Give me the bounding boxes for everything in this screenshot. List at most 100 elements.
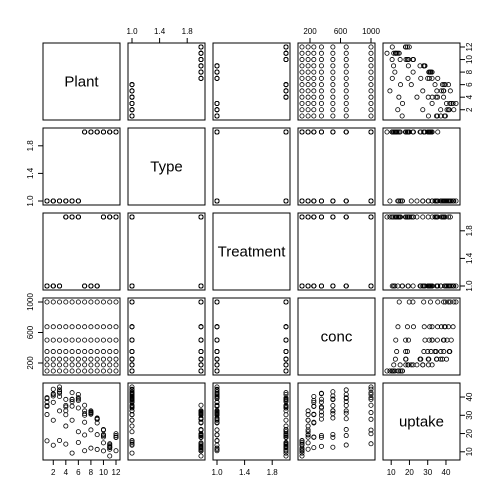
point-conc-vs-uptake xyxy=(450,324,456,330)
point-uptake-vs-treatment xyxy=(283,433,289,439)
point-uptake-vs-conc xyxy=(343,427,349,433)
point-plant-vs-treatment xyxy=(214,107,220,113)
point-uptake-vs-conc xyxy=(330,396,336,402)
point-plant-vs-conc xyxy=(368,75,374,81)
point-conc-vs-plant xyxy=(82,362,88,368)
panel-frame-conc-vs-conc xyxy=(297,297,376,376)
y-tick-label-conc: 1000 xyxy=(26,293,35,311)
point-plant-vs-conc xyxy=(305,44,311,50)
point-uptake-vs-plant xyxy=(75,398,81,404)
point-uptake-vs-treatment xyxy=(214,384,220,390)
point-plant-vs-uptake xyxy=(396,50,402,56)
y-tick-label-conc: 200 xyxy=(26,356,35,370)
x-tick-label-conc: 200 xyxy=(303,27,317,36)
point-uptake-vs-conc xyxy=(330,415,336,421)
panel-frame-type-vs-type xyxy=(127,127,206,206)
point-uptake-vs-conc xyxy=(318,416,324,422)
point-uptake-vs-plant xyxy=(69,450,75,456)
point-plant-vs-treatment xyxy=(214,100,220,106)
point-type-vs-uptake xyxy=(432,198,438,204)
point-uptake-vs-type xyxy=(129,390,135,396)
point-plant-vs-treatment xyxy=(214,69,220,75)
panel-frame-treatment-vs-treatment xyxy=(212,212,291,291)
point-conc-vs-uptake xyxy=(397,362,403,368)
point-plant-vs-uptake xyxy=(396,94,402,100)
point-conc-vs-uptake xyxy=(441,299,447,305)
x-tick-label-uptake: 10 xyxy=(387,468,396,477)
point-conc-vs-uptake xyxy=(427,324,433,330)
point-type-vs-conc xyxy=(305,129,311,135)
point-uptake-vs-conc xyxy=(330,389,336,395)
point-plant-vs-conc xyxy=(368,63,374,69)
point-conc-vs-plant xyxy=(75,362,81,368)
point-uptake-vs-conc xyxy=(311,398,317,404)
point-conc-vs-uptake xyxy=(405,362,411,368)
point-type-vs-treatment xyxy=(214,198,220,204)
point-plant-vs-conc xyxy=(305,69,311,75)
point-treatment-vs-uptake xyxy=(450,283,456,289)
point-treatment-vs-uptake xyxy=(448,283,454,289)
point-conc-vs-uptake xyxy=(453,299,459,305)
point-plant-vs-conc xyxy=(318,63,324,69)
point-uptake-vs-treatment xyxy=(283,412,289,418)
point-conc-vs-uptake xyxy=(439,356,445,362)
point-uptake-vs-plant xyxy=(75,429,81,435)
point-conc-vs-uptake xyxy=(410,362,416,368)
point-conc-vs-plant xyxy=(50,362,56,368)
point-conc-vs-plant xyxy=(75,356,81,362)
point-conc-vs-treatment xyxy=(283,356,289,362)
point-plant-vs-treatment xyxy=(283,88,289,94)
point-conc-vs-plant xyxy=(107,324,113,330)
point-type-vs-uptake xyxy=(393,129,399,135)
point-plant-vs-conc xyxy=(305,107,311,113)
point-plant-vs-uptake xyxy=(439,82,445,88)
point-uptake-vs-type xyxy=(198,402,204,408)
point-treatment-vs-uptake xyxy=(435,283,441,289)
point-type-vs-uptake xyxy=(406,129,412,135)
point-uptake-vs-type xyxy=(198,448,204,454)
point-conc-vs-plant xyxy=(57,356,63,362)
point-type-vs-conc xyxy=(330,129,336,135)
point-conc-vs-plant xyxy=(94,337,100,343)
point-uptake-vs-plant xyxy=(63,412,69,418)
point-plant-vs-uptake xyxy=(421,63,427,69)
point-uptake-vs-treatment xyxy=(214,387,220,393)
point-plant-vs-conc xyxy=(343,69,349,75)
point-plant-vs-conc xyxy=(318,88,324,94)
point-plant-vs-type xyxy=(129,82,135,88)
x-tick-label-uptake: 40 xyxy=(442,468,451,477)
point-uptake-vs-conc xyxy=(318,399,324,405)
point-type-vs-conc xyxy=(368,198,374,204)
point-type-vs-plant xyxy=(57,198,63,204)
point-conc-vs-uptake xyxy=(417,356,423,362)
point-conc-vs-uptake xyxy=(389,368,395,374)
point-conc-vs-plant xyxy=(63,356,69,362)
point-conc-vs-uptake xyxy=(403,337,409,343)
point-plant-vs-uptake xyxy=(444,107,450,113)
point-conc-vs-uptake xyxy=(428,349,434,355)
point-uptake-vs-plant xyxy=(50,386,56,392)
point-uptake-vs-type xyxy=(198,431,204,437)
point-conc-vs-plant xyxy=(75,349,81,355)
point-uptake-vs-plant xyxy=(50,442,56,448)
point-uptake-vs-plant xyxy=(82,419,88,425)
point-conc-vs-uptake xyxy=(410,324,416,330)
point-conc-vs-treatment xyxy=(214,362,220,368)
point-uptake-vs-plant xyxy=(63,402,69,408)
point-plant-vs-conc xyxy=(330,82,336,88)
point-treatment-vs-uptake xyxy=(442,214,448,220)
point-conc-vs-plant xyxy=(50,299,56,305)
point-treatment-vs-uptake xyxy=(393,214,399,220)
point-plant-vs-conc xyxy=(311,82,317,88)
point-uptake-vs-plant xyxy=(88,445,94,451)
point-plant-vs-uptake xyxy=(408,82,414,88)
point-conc-vs-uptake xyxy=(429,362,435,368)
point-type-vs-plant xyxy=(75,198,81,204)
point-treatment-vs-uptake xyxy=(410,283,416,289)
point-uptake-vs-type xyxy=(129,384,135,390)
point-conc-vs-plant xyxy=(82,324,88,330)
point-uptake-vs-treatment xyxy=(214,402,220,408)
point-uptake-vs-conc xyxy=(368,441,374,447)
point-conc-vs-uptake xyxy=(394,349,400,355)
point-conc-vs-uptake xyxy=(446,299,452,305)
